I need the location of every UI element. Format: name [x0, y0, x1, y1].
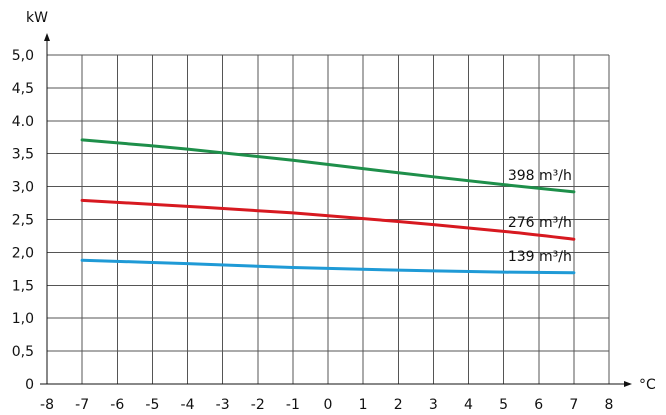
y-tick-label: 5,0 [12, 48, 34, 64]
series-label-0: 398 m³/h [508, 168, 572, 184]
y-tick-label: 3,0 [12, 180, 34, 196]
x-tick-label: -5 [145, 397, 159, 413]
y-axis-unit: kW [26, 10, 48, 26]
y-tick-label: 1,5 [12, 278, 34, 294]
series-label-1: 276 m³/h [508, 215, 572, 231]
x-tick-label: -6 [110, 397, 124, 413]
x-tick-label: 7 [569, 397, 578, 413]
axes: kW °C [26, 10, 656, 393]
y-tick-label: 4,5 [12, 81, 34, 97]
x-tick-label: 8 [605, 397, 614, 413]
y-tick-label: 1,0 [12, 311, 34, 327]
x-tick-label: 1 [359, 397, 368, 413]
series-line-1 [80, 198, 576, 241]
x-tick-label: 4 [464, 397, 473, 413]
y-tick-label: 0 [25, 377, 34, 393]
x-tick-label: -3 [216, 397, 230, 413]
x-axis-arrow [624, 381, 632, 387]
series-label-2: 139 m³/h [508, 249, 572, 265]
y-tick-label: 2,0 [12, 245, 34, 261]
y-tick-labels: 0 0,5 1,0 1,5 2,0 2,5 3,0 3,5 4.0 4,5 5,0 [12, 48, 34, 393]
x-tick-label: -4 [181, 397, 195, 413]
series-line-0 [80, 138, 576, 194]
x-tick-label: -2 [251, 397, 265, 413]
x-tick-label: 0 [324, 397, 333, 413]
y-axis-arrow [44, 33, 50, 41]
x-axis-unit: °C [639, 377, 656, 393]
x-tick-label: 3 [429, 397, 438, 413]
y-tick-label: 2,5 [12, 213, 34, 229]
x-tick-label: -8 [40, 397, 54, 413]
y-tick-label: 0,5 [12, 344, 34, 360]
y-tick-label: 3,5 [12, 147, 34, 163]
x-tick-labels: -8 -7 -6 -5 -4 -3 -2 -1 0 1 2 3 4 5 6 7 8 [40, 397, 613, 413]
x-tick-label: 5 [499, 397, 508, 413]
x-tick-label: 6 [534, 397, 543, 413]
series-line-2 [80, 258, 576, 275]
x-tick-label: -1 [286, 397, 300, 413]
series [80, 138, 576, 275]
series-labels: 398 m³/h 276 m³/h 139 m³/h [508, 168, 572, 265]
x-tick-label: -7 [75, 397, 89, 413]
x-tick-label: 2 [394, 397, 403, 413]
y-tick-label: 4.0 [12, 114, 34, 130]
